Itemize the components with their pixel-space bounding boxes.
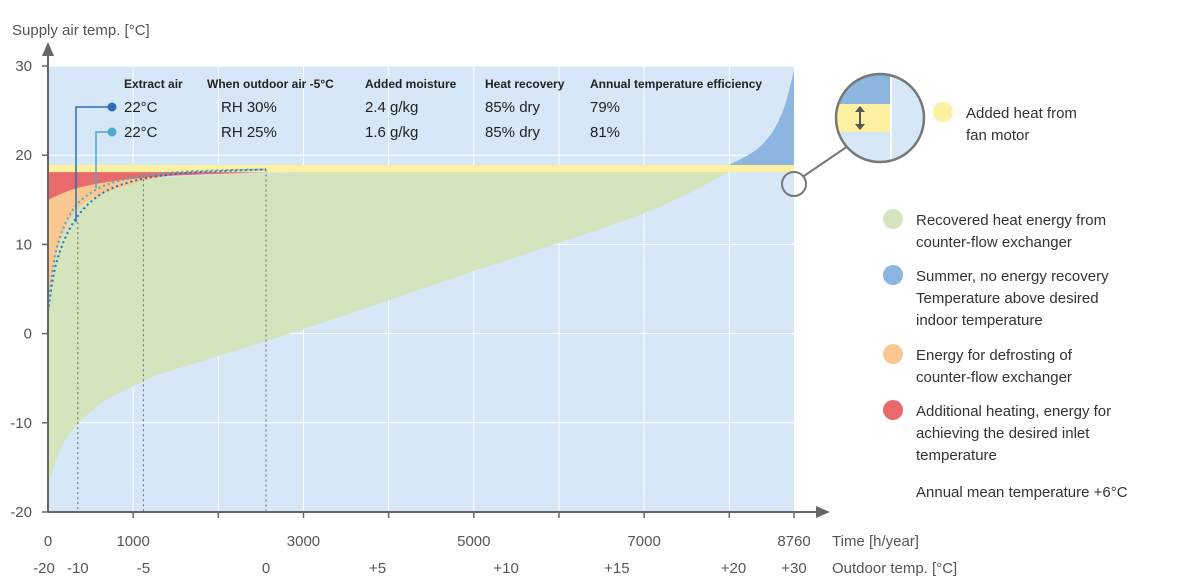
x-tick-label: 3000 [287, 533, 320, 550]
table-cell: RH 30% [221, 99, 277, 116]
zoom-target-circle [781, 171, 807, 197]
area-additional-heating [48, 168, 270, 200]
legend: Added heat from fan motor Recovered heat e… [883, 102, 1128, 501]
outdoor-axis-title: Outdoor temp. [°C] [832, 560, 957, 577]
outdoor-tick-label: -10 [67, 560, 89, 577]
legend-note: Annual mean temperature +6°C [916, 484, 1128, 501]
x-axis-title: Time [h/year] [832, 533, 919, 550]
legend-label: Added heat from [966, 105, 1077, 122]
table-header: Annual temperature efficiency [590, 77, 762, 91]
legend-label: fan motor [966, 127, 1029, 144]
outdoor-tick-label: +5 [369, 560, 386, 577]
outdoor-tick-label: 0 [262, 560, 270, 577]
legend-label: counter-flow exchanger [916, 234, 1072, 251]
y-tick-label: 20 [15, 147, 32, 164]
legend-swatch-4 [883, 344, 903, 364]
y-tick-label: 10 [15, 236, 32, 253]
table-cell: 81% [590, 124, 620, 141]
data-table: Extract air When outdoor air -5°C Added mo… [124, 77, 762, 141]
table-cell: 85% dry [485, 124, 541, 141]
x-tick-label: 1000 [116, 533, 149, 550]
legend-swatch-2 [883, 209, 903, 229]
axes: Supply air temp. [°C] 30 20 10 0 -10 -20 0 1000 3… [10, 22, 957, 577]
legend-label: Energy for defrosting of [916, 347, 1073, 364]
zoom-connector [803, 145, 849, 177]
table-cell: 22°C [124, 124, 158, 141]
zoom-arrow-up [855, 106, 865, 112]
legend-label: achieving the desired inlet [916, 425, 1090, 442]
y-tick-label: 30 [15, 58, 32, 75]
x-tick-label: 0 [44, 533, 52, 550]
area-summer [729, 70, 794, 166]
outdoor-tick-label: +20 [721, 560, 746, 577]
legend-swatch-3 [883, 265, 903, 285]
legend-label: indoor temperature [916, 312, 1043, 329]
zoom-callout [781, 72, 926, 197]
legend-swatch-1 [933, 102, 953, 122]
efficiency-curve-1 [47, 168, 267, 312]
y-tick-label: -10 [10, 415, 32, 432]
x-axis-arrow [816, 506, 830, 518]
legend-label: Recovered heat energy from [916, 212, 1106, 229]
efficiency-curves [47, 102, 267, 312]
legend-label: counter-flow exchanger [916, 369, 1072, 386]
legend-label: Summer, no energy recovery [916, 268, 1109, 285]
area-recovered-heat [48, 171, 730, 486]
zoom-arrow-down [855, 124, 865, 130]
outdoor-tick-label: +10 [493, 560, 518, 577]
leader-dot-1 [107, 102, 117, 112]
table-cell: 79% [590, 99, 620, 116]
y-tick-label: 0 [24, 326, 32, 343]
legend-label: Temperature above desired [916, 290, 1099, 307]
table-cell: 1.6 g/kg [365, 124, 418, 141]
zoom-fan-heat [836, 104, 891, 132]
outdoor-tick-label: -20 [33, 560, 55, 577]
x-tick-label: 7000 [627, 533, 660, 550]
area-fan-motor-heat [48, 165, 794, 173]
table-header: Heat recovery [485, 77, 565, 91]
leader-line-2 [95, 131, 112, 189]
outdoor-tick-label: +15 [604, 560, 629, 577]
table-header: When outdoor air -5°C [207, 77, 334, 91]
legend-swatch-5 [883, 400, 903, 420]
zoom-circle-border [834, 72, 926, 164]
y-axis-title: Supply air temp. [°C] [12, 22, 150, 39]
leader-line-1 [75, 106, 112, 223]
table-cell: 22°C [124, 99, 158, 116]
table-cell: 2.4 g/kg [365, 99, 418, 116]
dotted-markers [77, 169, 267, 512]
table-cell: 85% dry [485, 99, 541, 116]
x-tick-label: 5000 [457, 533, 490, 550]
y-axis-arrow [42, 42, 54, 56]
outdoor-tick-label: +30 [781, 560, 806, 577]
x-tick-label: 8760 [777, 533, 810, 550]
table-header: Extract air [124, 77, 183, 91]
legend-label: temperature [916, 447, 997, 464]
table-cell: RH 25% [221, 124, 277, 141]
leader-dot-2 [107, 127, 117, 137]
y-tick-label: -20 [10, 504, 32, 521]
table-header: Added moisture [365, 77, 457, 91]
outdoor-tick-label: -5 [137, 560, 150, 577]
legend-label: Additional heating, energy for [916, 403, 1111, 420]
